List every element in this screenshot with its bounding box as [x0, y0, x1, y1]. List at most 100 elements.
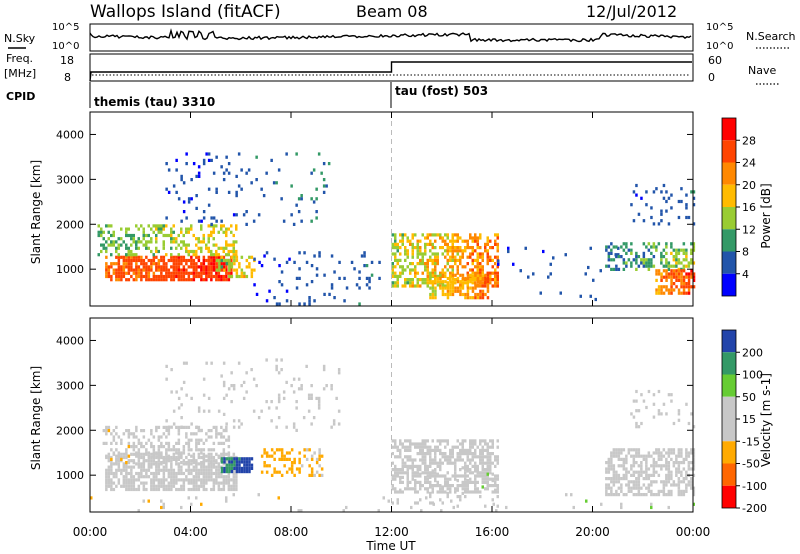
- range-gate-cell: [687, 261, 691, 265]
- range-gate-cell: [217, 465, 221, 469]
- range-gate-cell: [414, 233, 417, 237]
- range-gate-cell: [464, 464, 467, 468]
- range-gate-cell: [230, 484, 233, 488]
- range-gate-cell: [399, 271, 402, 275]
- range-gate-cell: [685, 203, 688, 207]
- range-gate-cell: [494, 474, 497, 478]
- colorbar-segment: [722, 273, 736, 296]
- range-gate-cell: [125, 253, 128, 257]
- range-gate-cell: [225, 246, 228, 250]
- range-gate-cell: [599, 269, 602, 273]
- range-gate-cell: [278, 448, 281, 452]
- range-gate-cell: [454, 246, 457, 250]
- range-gate-cell: [692, 464, 696, 468]
- range-gate-cell: [491, 479, 494, 483]
- range-gate-cell: [494, 278, 497, 282]
- range-gate-cell: [182, 233, 185, 238]
- range-gate-cell: [235, 274, 239, 279]
- range-gate-cell: [177, 278, 181, 282]
- range-gate-cell: [97, 230, 100, 234]
- range-gate-cell: [615, 454, 618, 458]
- range-gate-cell: [140, 429, 143, 433]
- range-gate-cell: [337, 422, 341, 426]
- range-gate-cell: [170, 487, 173, 492]
- range-gate-cell: [439, 461, 442, 465]
- range-gate-cell: [481, 448, 484, 452]
- range-gate-cell: [632, 483, 636, 487]
- x-tick-label: 04:00: [173, 525, 208, 539]
- range-gate-cell: [195, 255, 198, 259]
- range-gate-cell: [277, 371, 281, 375]
- range-gate-cell: [662, 448, 666, 452]
- range-gate-cell: [479, 474, 482, 478]
- range-gate-cell: [692, 489, 696, 493]
- range-gate-cell: [685, 473, 688, 477]
- range-gate-cell: [160, 255, 163, 259]
- range-gate-cell: [230, 271, 233, 275]
- range-gate-cell: [426, 284, 429, 288]
- range-gate-cell: [180, 174, 183, 178]
- range-gate-cell: [662, 285, 666, 289]
- range-gate-cell: [424, 236, 427, 240]
- range-gate-cell: [260, 470, 264, 474]
- range-gate-cell: [687, 421, 691, 426]
- range-gate-cell: [439, 448, 442, 452]
- range-gate-cell: [317, 396, 321, 400]
- range-gate-cell: [122, 481, 126, 485]
- range-gate-cell: [308, 448, 311, 452]
- range-gate-cell: [192, 475, 196, 479]
- range-gate-cell: [421, 445, 424, 449]
- range-gate-cell: [162, 475, 166, 479]
- range-gate-cell: [484, 276, 487, 281]
- range-gate-cell: [140, 224, 143, 228]
- range-gate-cell: [625, 457, 628, 461]
- range-gate-cell: [117, 274, 121, 279]
- range-gate-cell: [469, 452, 472, 456]
- range-gate-cell: [107, 475, 111, 479]
- range-gate-cell: [444, 271, 447, 275]
- range-gate-cell: [155, 268, 158, 272]
- range-gate-cell: [298, 276, 301, 280]
- range-gate-cell: [180, 227, 183, 231]
- range-gate-cell: [240, 457, 244, 461]
- range-gate-cell: [190, 481, 193, 485]
- range-gate-cell: [100, 249, 103, 254]
- range-gate-cell: [210, 461, 213, 465]
- range-gate-cell: [172, 237, 175, 241]
- range-gate-cell: [414, 442, 417, 446]
- range-gate-cell: [476, 292, 480, 297]
- range-gate-cell: [489, 274, 492, 278]
- range-gate-cell: [394, 442, 397, 446]
- range-gate-cell: [476, 258, 479, 262]
- range-gate-cell: [358, 276, 361, 280]
- range-gate-cell: [394, 271, 397, 275]
- range-gate-cell: [115, 457, 118, 461]
- range-gate-cell: [185, 262, 188, 266]
- range-gate-cell: [115, 262, 118, 266]
- range-gate-cell: [278, 264, 281, 268]
- range-gate-cell: [459, 258, 462, 262]
- range-gate-cell: [147, 233, 150, 238]
- range-gate-cell: [657, 473, 661, 477]
- range-gate-cell: [157, 462, 161, 466]
- range-gate-cell: [484, 442, 487, 446]
- range-gate-cell: [687, 483, 691, 487]
- range-gate-cell: [127, 227, 130, 231]
- range-gate-cell: [160, 274, 163, 279]
- range-gate-cell: [210, 230, 213, 234]
- range-gate-cell: [152, 255, 156, 259]
- range-gate-cell: [469, 468, 472, 472]
- range-gate-cell: [660, 261, 663, 265]
- range-gate-cell: [680, 269, 683, 273]
- range-gate-cell: [670, 278, 673, 282]
- range-gate-cell: [175, 190, 178, 194]
- range-gate-cell: [110, 478, 113, 482]
- range-gate-cell: [610, 457, 613, 461]
- range-gate-cell: [424, 265, 427, 269]
- range-gate-cell: [469, 480, 472, 484]
- range-gate-cell: [665, 451, 668, 455]
- range-gate-cell: [125, 487, 128, 492]
- range-gate-cell: [217, 253, 220, 257]
- range-gate-cell: [127, 262, 131, 266]
